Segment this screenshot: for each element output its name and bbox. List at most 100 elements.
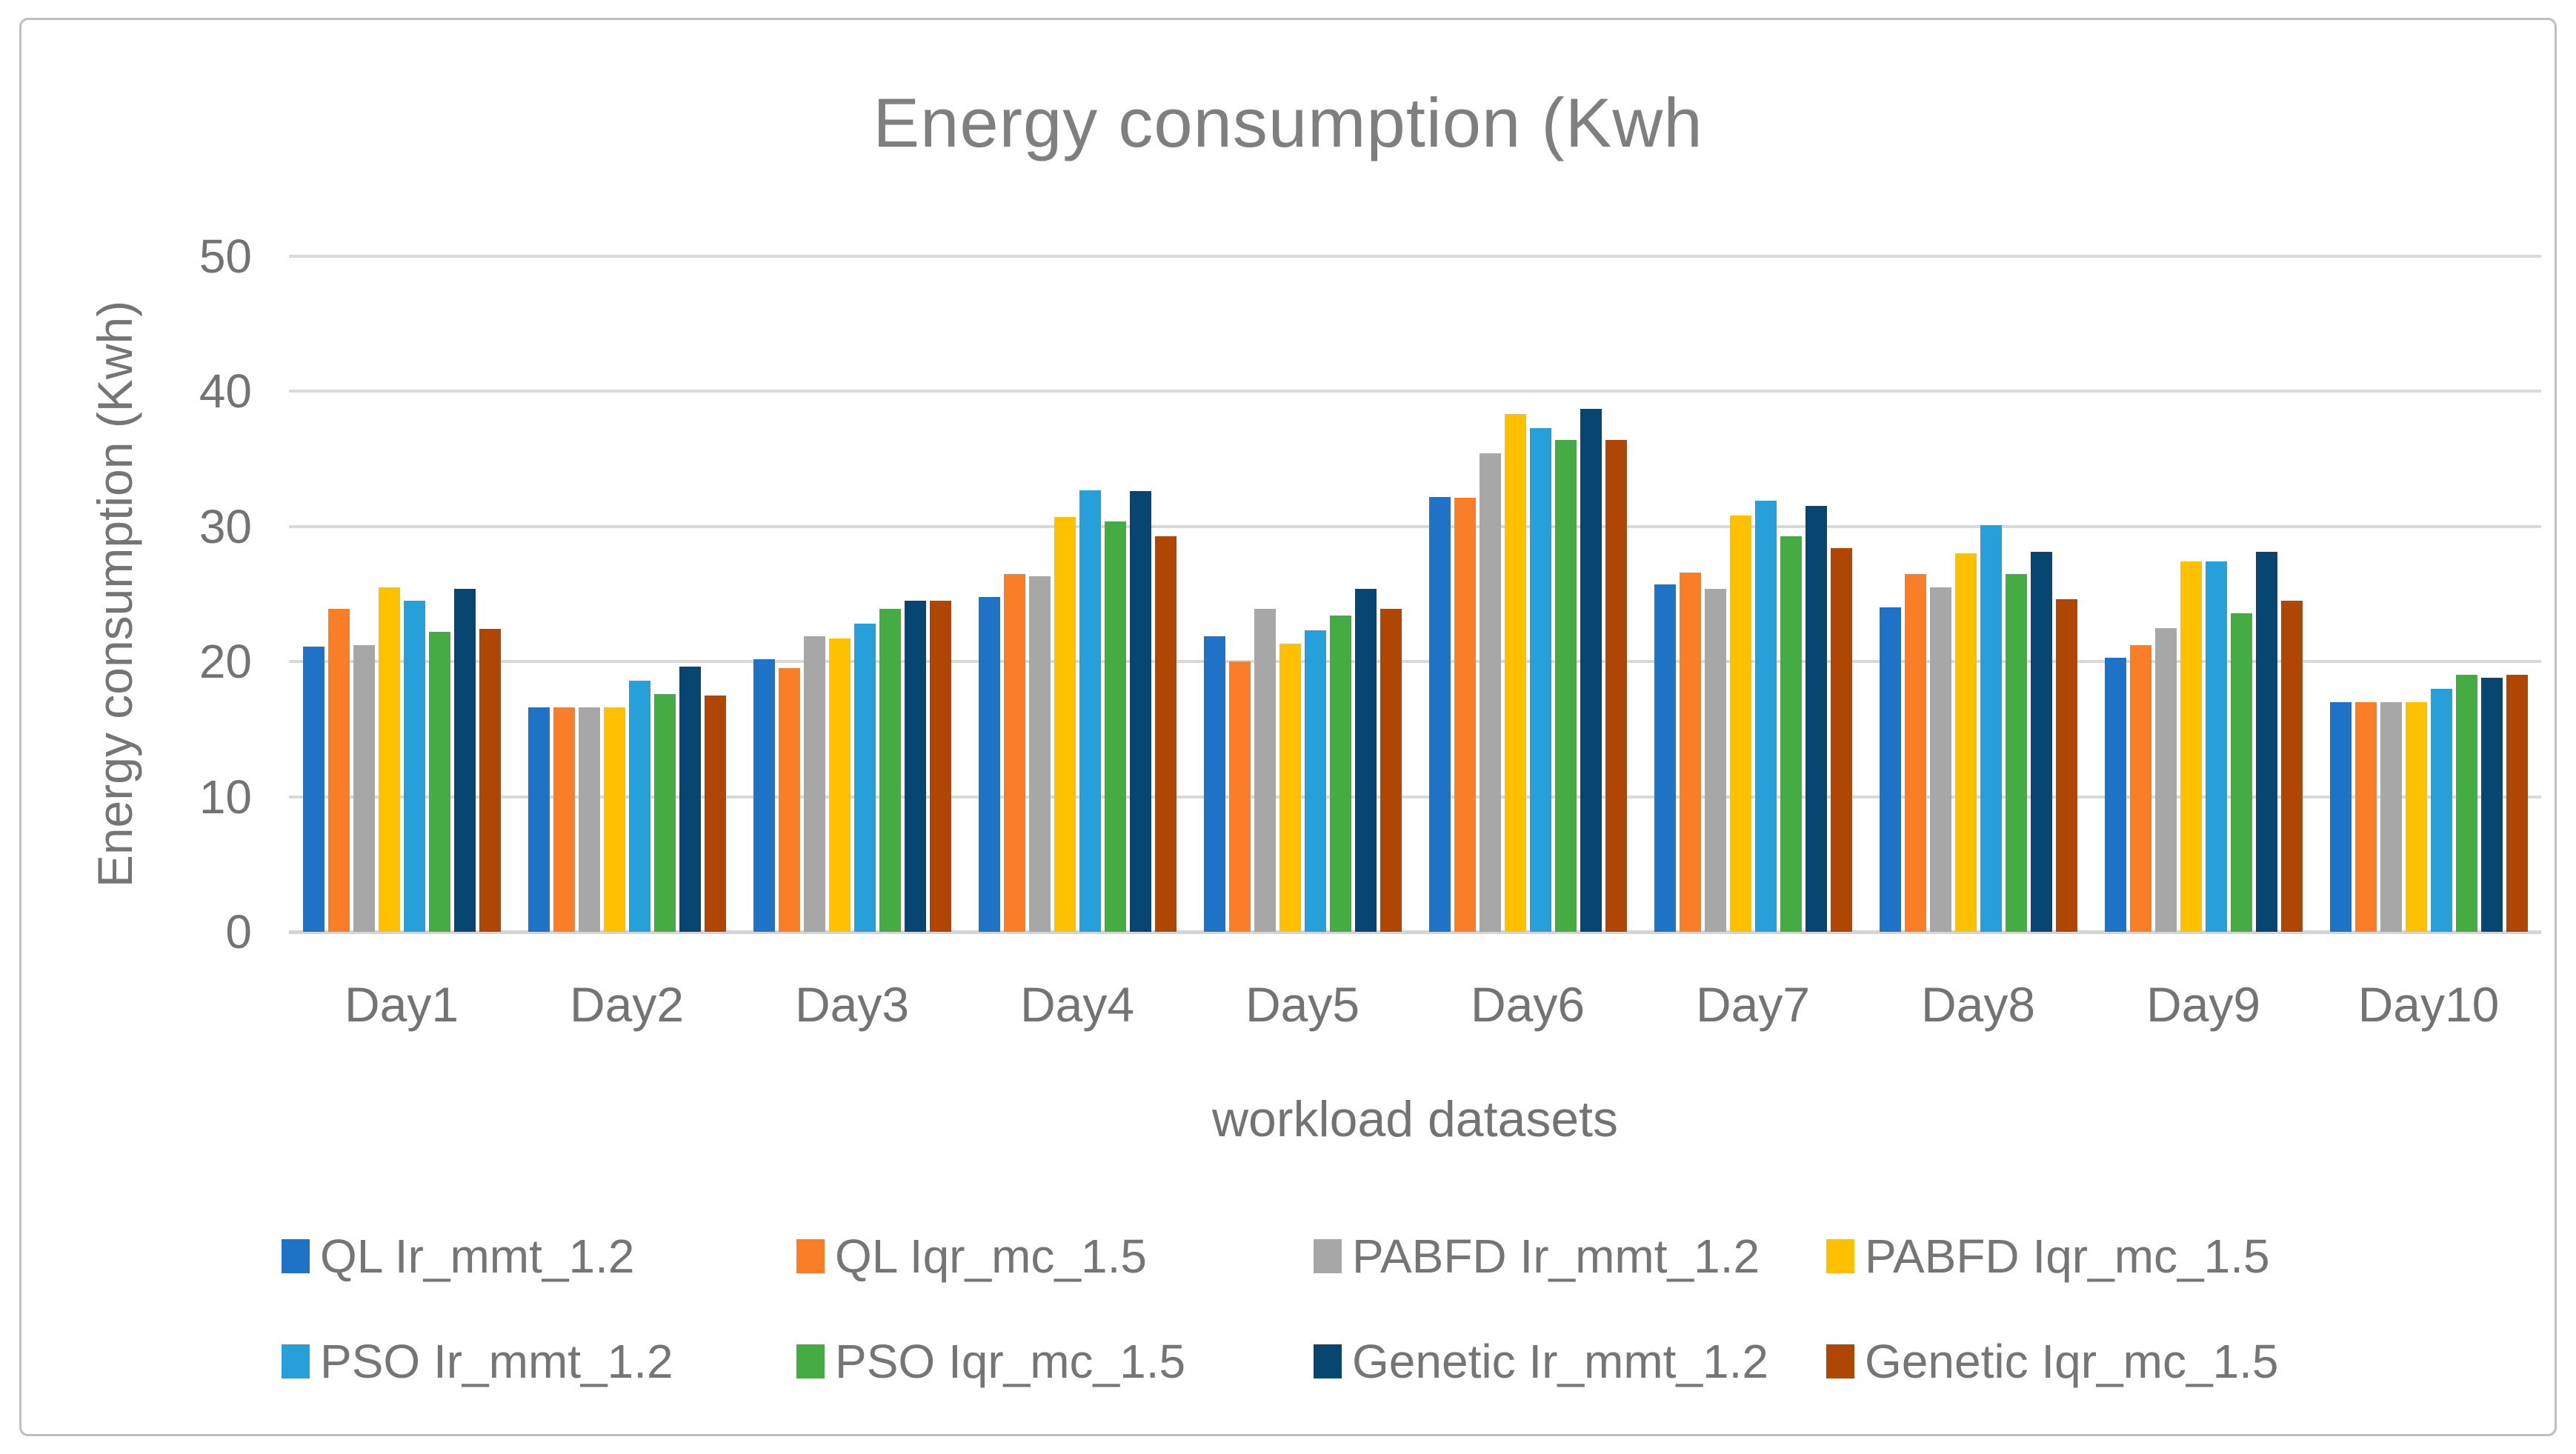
bar-QL-Iqr_mc_1.5-Day8 <box>1904 574 1926 932</box>
x-axis-title: workload datasets <box>1211 1091 1619 1147</box>
chart-title: Energy consumption (Kwh <box>873 84 1703 161</box>
bar-QL-Ir_mmt_1.2-Day7 <box>1654 584 1676 932</box>
y-tick-label-30: 30 <box>199 499 252 553</box>
bar-PABFD-Ir_mmt_1.2-Day6 <box>1479 453 1501 932</box>
bar-Genetic-Iqr_mc_1.5-Day3 <box>929 601 951 932</box>
bar-QL-Ir_mmt_1.2-Day9 <box>2104 658 2126 932</box>
x-tick-label-Day6: Day6 <box>1470 977 1585 1032</box>
legend-swatch-icon <box>1314 1344 1342 1378</box>
legend-swatch-icon <box>796 1239 825 1273</box>
bar-QL-Ir_mmt_1.2-Day1 <box>302 647 325 932</box>
legend-swatch-icon <box>1826 1239 1854 1273</box>
y-tick-label-10: 10 <box>199 770 252 824</box>
bar-group-Day9 <box>2091 255 2316 932</box>
bar-QL-Ir_mmt_1.2-Day10 <box>2329 702 2352 932</box>
bar-QL-Iqr_mc_1.5-Day10 <box>2354 702 2377 932</box>
y-tick-label-50: 50 <box>199 230 252 283</box>
bar-QL-Iqr_mc_1.5-Day9 <box>2129 645 2151 932</box>
bar-PABFD-Ir_mmt_1.2-Day2 <box>578 707 600 932</box>
legend-swatch-icon <box>282 1344 310 1378</box>
bar-QL-Ir_mmt_1.2-Day5 <box>1203 636 1225 932</box>
bar-group-Day10 <box>2316 255 2541 932</box>
bar-PSO-Ir_mmt_1.2-Day8 <box>1980 525 2002 932</box>
x-tick-label-Day3: Day3 <box>794 977 910 1032</box>
bar-PABFD-Ir_mmt_1.2-Day10 <box>2380 702 2402 932</box>
bar-PSO-Ir_mmt_1.2-Day3 <box>853 624 876 932</box>
bar-QL-Ir_mmt_1.2-Day2 <box>527 707 550 932</box>
bar-PABFD-Ir_mmt_1.2-Day7 <box>1704 589 1726 932</box>
x-tick-label-Day7: Day7 <box>1695 977 1811 1032</box>
bar-PSO-Ir_mmt_1.2-Day5 <box>1304 630 1326 932</box>
bar-Genetic-Ir_mmt_1.2-Day3 <box>904 601 926 932</box>
bar-group-Day8 <box>1866 255 2091 932</box>
bar-PABFD-Iqr_mc_1.5-Day8 <box>1954 553 1977 932</box>
bar-group-Day7 <box>1640 255 1866 932</box>
legend-item-Genetic-Iqr_mc_1.5: Genetic Iqr_mc_1.5 <box>1826 1327 2279 1395</box>
bar-group-Day2 <box>514 255 739 932</box>
legend-label: Genetic Ir_mmt_1.2 <box>1352 1335 1768 1388</box>
x-tick-label-Day8: Day8 <box>1920 977 2036 1032</box>
bar-Genetic-Ir_mmt_1.2-Day10 <box>2480 678 2503 932</box>
bar-Genetic-Iqr_mc_1.5-Day9 <box>2280 601 2303 932</box>
bar-PABFD-Iqr_mc_1.5-Day10 <box>2405 702 2427 932</box>
x-tick-label-Day10: Day10 <box>2357 977 2500 1032</box>
legend-item-PABFD-Ir_mmt_1.2: PABFD Ir_mmt_1.2 <box>1314 1222 1760 1290</box>
y-tick-label-0: 0 <box>225 905 252 958</box>
x-tick-label-Day2: Day2 <box>569 977 685 1032</box>
legend-swatch-icon <box>1826 1344 1854 1378</box>
bar-group-Day5 <box>1190 255 1415 932</box>
bar-PSO-Iqr_mc_1.5-Day6 <box>1554 440 1577 932</box>
y-tick-label-40: 40 <box>199 364 252 418</box>
bar-Genetic-Ir_mmt_1.2-Day6 <box>1580 409 1602 932</box>
bar-PABFD-Ir_mmt_1.2-Day8 <box>1929 587 1951 932</box>
x-tick-label-Day4: Day4 <box>1019 977 1135 1032</box>
bar-PABFD-Iqr_mc_1.5-Day6 <box>1504 414 1526 932</box>
legend-item-Genetic-Ir_mmt_1.2: Genetic Ir_mmt_1.2 <box>1314 1327 1768 1395</box>
x-tick-label-Day9: Day9 <box>2146 977 2261 1032</box>
bar-QL-Ir_mmt_1.2-Day4 <box>978 597 1000 932</box>
legend-swatch-icon <box>796 1344 825 1378</box>
bar-QL-Iqr_mc_1.5-Day1 <box>327 609 350 932</box>
bar-Genetic-Ir_mmt_1.2-Day2 <box>679 667 701 932</box>
bar-group-Day6 <box>1415 255 1640 932</box>
legend-swatch-icon <box>1314 1239 1342 1273</box>
plot-area <box>289 255 2541 934</box>
bar-QL-Ir_mmt_1.2-Day8 <box>1879 607 1901 932</box>
bar-PSO-Iqr_mc_1.5-Day9 <box>2230 613 2252 932</box>
bar-PSO-Iqr_mc_1.5-Day5 <box>1329 616 1351 932</box>
bar-PABFD-Iqr_mc_1.5-Day5 <box>1279 644 1301 932</box>
bar-PSO-Ir_mmt_1.2-Day1 <box>403 601 425 932</box>
legend-item-PSO-Iqr_mc_1.5: PSO Iqr_mc_1.5 <box>796 1327 1185 1395</box>
bar-Genetic-Ir_mmt_1.2-Day9 <box>2255 552 2277 932</box>
bar-PABFD-Iqr_mc_1.5-Day3 <box>828 638 851 932</box>
gridline-40 <box>289 390 2541 393</box>
bar-Genetic-Ir_mmt_1.2-Day5 <box>1354 589 1377 932</box>
legend-label: PSO Ir_mmt_1.2 <box>320 1335 673 1388</box>
bar-QL-Ir_mmt_1.2-Day3 <box>753 659 775 932</box>
bar-Genetic-Iqr_mc_1.5-Day8 <box>2055 599 2077 932</box>
legend-item-QL-Ir_mmt_1.2: QL Ir_mmt_1.2 <box>282 1222 634 1290</box>
bar-PSO-Iqr_mc_1.5-Day8 <box>2005 574 2027 932</box>
legend-label: PSO Iqr_mc_1.5 <box>835 1335 1186 1388</box>
bar-Genetic-Iqr_mc_1.5-Day2 <box>704 696 726 932</box>
legend-label: PABFD Iqr_mc_1.5 <box>1865 1230 2270 1283</box>
gridline-10 <box>289 795 2541 798</box>
bar-group-Day4 <box>965 255 1190 932</box>
legend-label: PABFD Ir_mmt_1.2 <box>1352 1230 1760 1283</box>
x-tick-label-Day1: Day1 <box>344 977 459 1032</box>
gridline-30 <box>289 524 2541 528</box>
gridline-20 <box>289 660 2541 664</box>
bar-Genetic-Iqr_mc_1.5-Day5 <box>1379 609 1402 932</box>
bar-PABFD-Iqr_mc_1.5-Day7 <box>1729 516 1751 932</box>
bar-QL-Iqr_mc_1.5-Day4 <box>1003 574 1025 932</box>
bar-PSO-Ir_mmt_1.2-Day7 <box>1754 501 1777 932</box>
bar-Genetic-Ir_mmt_1.2-Day1 <box>453 589 476 932</box>
bar-PSO-Iqr_mc_1.5-Day4 <box>1104 521 1126 932</box>
x-tick-label-Day5: Day5 <box>1245 977 1360 1032</box>
bar-Genetic-Iqr_mc_1.5-Day4 <box>1154 536 1176 932</box>
bar-PABFD-Iqr_mc_1.5-Day4 <box>1054 517 1076 932</box>
bar-QL-Iqr_mc_1.5-Day6 <box>1454 498 1476 932</box>
bar-PABFD-Ir_mmt_1.2-Day5 <box>1254 609 1276 932</box>
gridline-0 <box>289 930 2541 934</box>
